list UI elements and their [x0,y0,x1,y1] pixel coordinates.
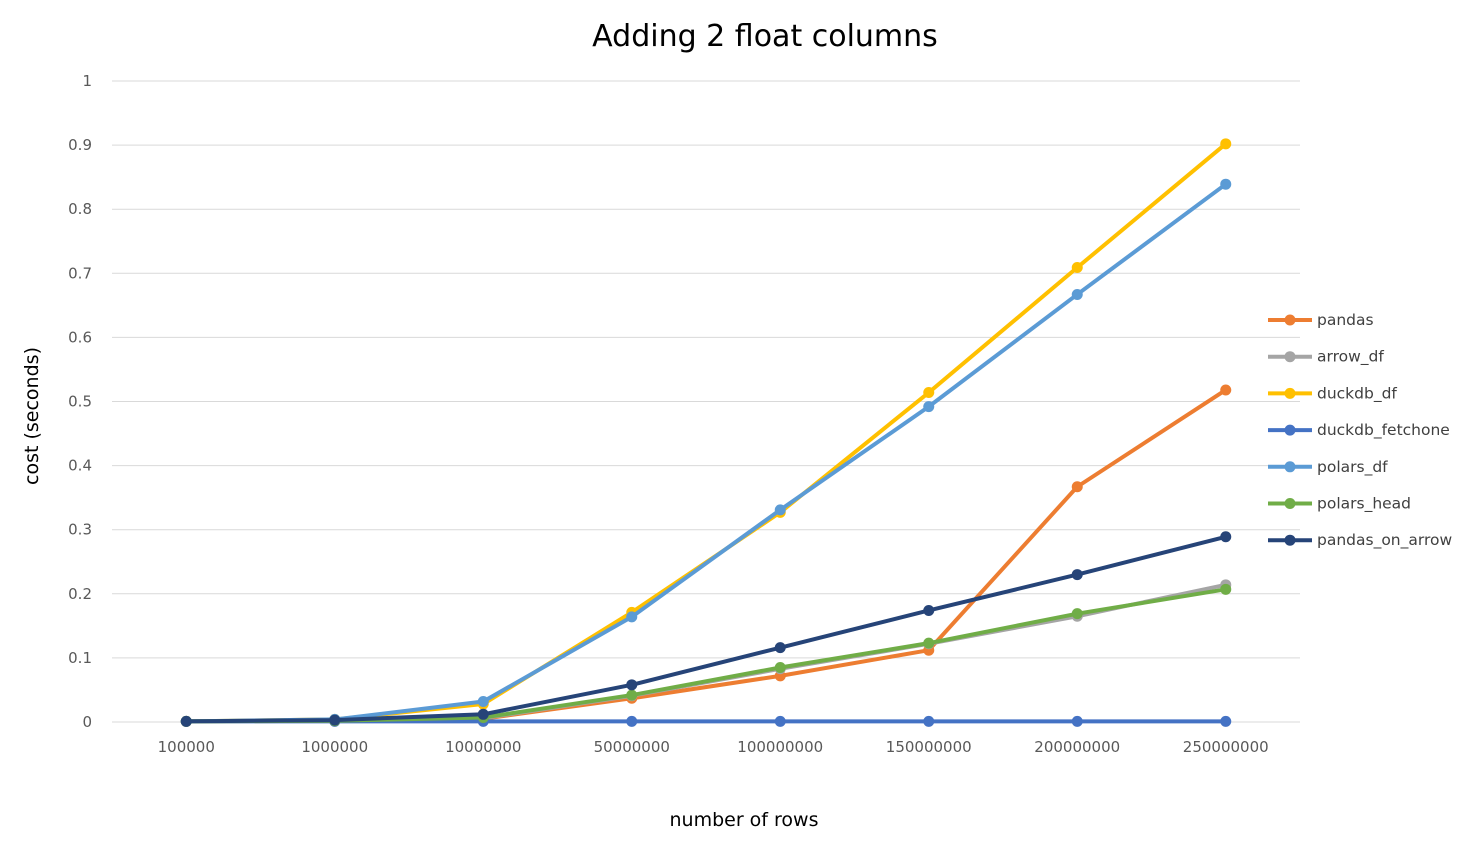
legend-item-polars_df: polars_df [1268,458,1388,477]
legend-item-pandas: pandas [1268,311,1374,329]
gridlines [112,80,1300,723]
legend-label: pandas [1317,311,1374,329]
legend-item-duckdb_df: duckdb_df [1268,384,1397,403]
legend-swatch-marker [1284,387,1296,399]
data-point-pandas [1071,481,1083,493]
data-point-duckdb_fetchone [1220,715,1232,727]
data-point-polars_df [774,504,786,516]
legend: pandas arrow_df duckdb_df duckdb_fetchonepo… [1268,311,1452,550]
x-axis-title: number of rows [669,809,818,831]
y-tick-label: 0.5 [68,393,92,411]
legend-label: arrow_df [1317,348,1384,367]
data-point-polars_head [1220,583,1232,595]
x-axis-ticks: 100000 1000000 10000000 50000000 100000000 15… [158,738,1269,756]
data-point-pandas_on_arrow [180,715,192,727]
data-point-polars_head [1071,608,1083,620]
y-tick-label: 0.2 [68,585,92,603]
x-tick-label: 250000000 [1183,738,1269,756]
y-tick-label: 1 [82,72,92,90]
series-polars_df [180,178,1232,727]
data-point-pandas [1220,384,1232,396]
legend-swatch-marker [1284,461,1296,473]
data-point-polars_df [1220,178,1232,190]
legend-swatch-marker [1284,351,1296,363]
series-line-duckdb_df [184,141,1228,724]
y-tick-label: 0.7 [68,264,92,282]
series-polars_head [180,583,1232,727]
y-tick-label: 0.3 [68,521,92,539]
data-point-pandas_on_arrow [329,714,341,726]
data-point-polars_df [1071,288,1083,300]
legend-swatch-marker [1284,424,1296,436]
legend-swatch-marker [1284,498,1296,509]
data-point-duckdb_fetchone [1071,715,1083,727]
data-point-polars_head [923,637,935,649]
x-tick-label: 1000000 [301,738,368,756]
series-pandas_on_arrow [180,531,1232,727]
legend-item-arrow_df: arrow_df [1268,348,1384,367]
data-point-pandas_on_arrow [626,679,638,691]
data-point-pandas_on_arrow [1071,569,1083,581]
y-tick-label: 0 [82,713,92,731]
x-tick-label: 200000000 [1034,738,1120,756]
y-axis-ticks: 0 0.1 0.2 0.3 0.4 0.5 0.6 0.7 0.8 0.9 1 [68,72,92,731]
legend-label: duckdb_df [1317,384,1397,403]
legend-item-duckdb_fetchone: duckdb_fetchone [1268,421,1450,440]
data-point-duckdb_fetchone [923,715,935,727]
series-arrow_df [180,579,1232,727]
x-tick-label: 100000000 [737,738,823,756]
data-point-polars_df [626,611,638,623]
x-tick-label: 100000 [158,738,215,756]
series-line-polars_df [184,182,1228,724]
series-pandas [180,384,1232,727]
series-layer [180,138,1232,727]
data-point-duckdb_fetchone [774,715,786,727]
data-point-pandas_on_arrow [774,642,786,654]
data-point-duckdb_df [923,387,935,399]
data-point-duckdb_fetchone [626,715,638,727]
y-axis-title: cost (seconds) [21,347,43,485]
data-point-pandas_on_arrow [923,604,935,616]
data-point-polars_df [923,401,935,413]
y-tick-label: 0.6 [68,328,92,346]
data-point-polars_df [477,695,489,707]
legend-label: polars_head [1317,495,1411,514]
series-line-polars_head [184,587,1228,724]
y-tick-label: 0.1 [68,649,92,667]
series-line-pandas [184,387,1228,724]
data-point-pandas_on_arrow [477,708,489,720]
series-line-pandas_on_arrow [184,534,1228,724]
chart-title: Adding 2 float columns [592,19,938,54]
data-point-pandas_on_arrow [1220,531,1232,543]
data-point-polars_head [774,662,786,674]
x-tick-label: 10000000 [445,738,521,756]
legend-swatch-marker [1284,534,1296,546]
legend-swatch-marker [1284,314,1296,326]
x-tick-label: 50000000 [594,738,670,756]
data-point-duckdb_df [1071,262,1083,274]
legend-label: pandas_on_arrow [1317,531,1452,550]
y-tick-label: 0.8 [68,200,92,218]
legend-item-polars_head: polars_head [1268,495,1411,514]
series-line-arrow_df [184,582,1228,724]
y-tick-label: 0.9 [68,136,92,154]
legend-label: duckdb_fetchone [1317,421,1450,440]
y-tick-label: 0.4 [68,457,92,475]
data-point-polars_head [626,689,638,701]
legend-item-pandas_on_arrow: pandas_on_arrow [1268,531,1452,550]
legend-label: polars_df [1317,458,1388,477]
series-duckdb_df [180,138,1232,727]
x-tick-label: 150000000 [886,738,972,756]
data-point-duckdb_df [1220,138,1232,150]
